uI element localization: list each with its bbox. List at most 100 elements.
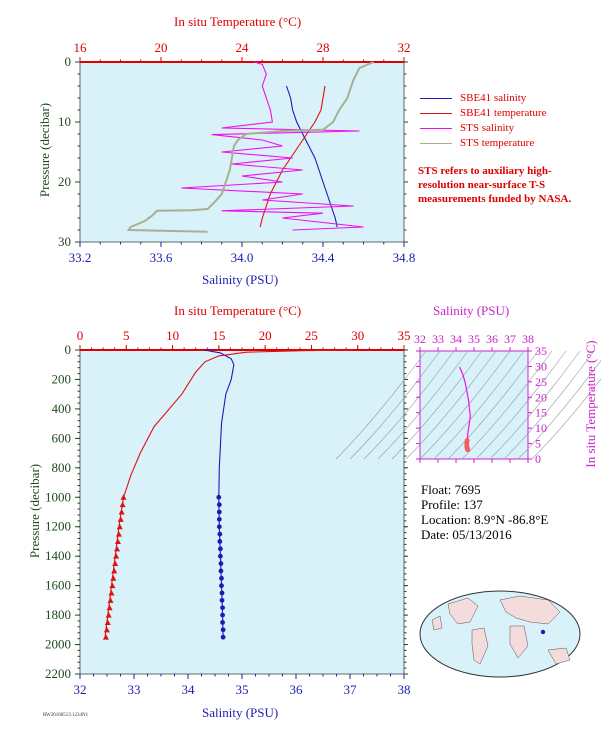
bottom-chart-salinity-marker bbox=[216, 524, 222, 530]
top-chart-temperature-axis-label: In situ Temperature (°C) bbox=[174, 14, 302, 29]
world-map-landmass bbox=[471, 627, 489, 665]
inset-y-tick-label: 35 bbox=[535, 344, 547, 358]
bottom-chart-salinity-tick-label: 32 bbox=[74, 682, 87, 697]
bottom-chart-salinity-marker bbox=[217, 539, 223, 544]
inset-density-contour bbox=[363, 350, 455, 460]
inset-x-tick-label: 35 bbox=[468, 332, 480, 346]
bottom-chart-temperature-marker bbox=[119, 501, 126, 508]
bottom-chart-pressure-tick-label: 0 bbox=[65, 342, 72, 357]
footer-tag: RW20160513.1234N1 bbox=[43, 713, 89, 718]
top-chart-pressure-tick-label: 20 bbox=[58, 174, 71, 189]
bottom-chart-salinity-marker bbox=[217, 531, 223, 537]
bottom-chart-series-sbe41-salinity bbox=[204, 349, 235, 638]
float-number: Float: 7695 bbox=[421, 482, 481, 497]
bottom-chart-temperature-marker bbox=[111, 567, 118, 574]
bottom-chart-plot-area bbox=[79, 349, 405, 675]
legend-label: STS salinity bbox=[460, 122, 515, 134]
inset-x-tick-label: 33 bbox=[432, 332, 444, 346]
bottom-chart-temperature-marker bbox=[120, 494, 127, 500]
bottom-chart-temperature-marker bbox=[108, 590, 115, 596]
bottom-chart-salinity-marker bbox=[216, 494, 222, 500]
inset-density-contour bbox=[461, 350, 553, 460]
top-chart-plot-area bbox=[79, 61, 405, 243]
inset-density-contour bbox=[391, 350, 483, 460]
bottom-chart-pressure-tick-label: 1400 bbox=[45, 548, 71, 563]
sts-note: STS refers to auxiliary high-resolution … bbox=[418, 165, 572, 205]
legend-item-sbe41-temperature: SBE41 temperature bbox=[420, 107, 546, 119]
bottom-chart-salinity-marker bbox=[218, 546, 223, 552]
bottom-chart-salinity-marker bbox=[220, 612, 225, 618]
inset-salinity-axis-label: Salinity (PSU) bbox=[433, 303, 510, 318]
profile-number: Profile: 137 bbox=[421, 497, 483, 512]
inset-x-tick-label: 32 bbox=[414, 332, 426, 346]
bottom-chart-temperature-axis-label: In situ Temperature (°C) bbox=[174, 303, 302, 318]
bottom-chart-pressure-tick-label: 2000 bbox=[45, 637, 71, 652]
top-chart-salinity-tick-label: 34.0 bbox=[231, 250, 254, 265]
inset-temperature-axis-label: In situ Temperature (°C) bbox=[583, 340, 598, 468]
bottom-chart-temperature-marker bbox=[114, 545, 121, 552]
top-chart-salinity-axis-label: Salinity (PSU) bbox=[202, 272, 279, 287]
bottom-chart-salinity-marker bbox=[220, 620, 225, 625]
bottom-chart-salinity-marker bbox=[218, 568, 224, 574]
legend-swatch bbox=[420, 127, 452, 129]
top-chart-salinity-tick-label: 34.4 bbox=[312, 250, 335, 265]
inset-x-tick-label: 38 bbox=[522, 332, 534, 346]
bottom-chart-salinity-marker bbox=[220, 634, 226, 640]
bottom-chart-pressure-tick-label: 1200 bbox=[45, 519, 71, 534]
inset-density-contour bbox=[405, 350, 497, 460]
world-map-landmass bbox=[431, 615, 443, 631]
profile-date: Date: 05/13/2016 bbox=[421, 527, 512, 542]
float-location: Location: 8.9°N -86.8°E bbox=[421, 512, 549, 527]
inset-density-contour bbox=[335, 350, 427, 460]
bottom-chart-temperature-tick-label: 20 bbox=[259, 328, 272, 343]
inset-density-contour bbox=[503, 350, 595, 460]
inset-y-tick-label: 10 bbox=[535, 421, 547, 435]
legend-item-sts-temperature: STS temperature bbox=[420, 137, 534, 149]
bottom-chart-pressure-tick-label: 1800 bbox=[45, 607, 71, 622]
inset-x-tick-label: 34 bbox=[450, 332, 462, 346]
legend-item-sts-salinity: STS salinity bbox=[420, 122, 514, 134]
bottom-chart-salinity-marker bbox=[219, 590, 225, 596]
bottom-chart-temperature-marker bbox=[103, 626, 110, 633]
bottom-chart-temperature-tick-label: 25 bbox=[305, 328, 318, 343]
bottom-chart-temperature-marker bbox=[114, 538, 121, 544]
bottom-chart-salinity-tick-label: 35 bbox=[236, 682, 249, 697]
bottom-chart-temperature-tick-label: 35 bbox=[398, 328, 411, 343]
inset-density-contour bbox=[419, 350, 511, 460]
top-chart-temperature-tick-label: 20 bbox=[155, 40, 168, 55]
bottom-chart-salinity-marker bbox=[219, 597, 225, 603]
float-location-marker bbox=[540, 629, 546, 635]
inset-y-tick-label: 0 bbox=[535, 452, 541, 466]
bottom-chart-temperature-tick-label: 0 bbox=[77, 328, 84, 343]
bottom-chart-salinity-marker bbox=[216, 509, 222, 515]
legend-swatch bbox=[420, 142, 452, 144]
bottom-chart-temperature-marker bbox=[106, 604, 113, 611]
bottom-chart-temperature-marker bbox=[112, 560, 119, 567]
legend-label: STS temperature bbox=[460, 137, 535, 149]
top-chart-pressure-tick-label: 0 bbox=[65, 54, 72, 69]
bottom-chart-salinity-tick-label: 36 bbox=[290, 682, 304, 697]
top-chart-series-sbe41-salinity bbox=[285, 85, 338, 228]
world-map-landmass bbox=[509, 625, 529, 659]
bottom-chart-pressure-tick-label: 1000 bbox=[45, 489, 71, 504]
bottom-chart-temperature-tick-label: 10 bbox=[166, 328, 179, 343]
inset-y-tick-label: 30 bbox=[535, 359, 547, 373]
inset-y-tick-label: 20 bbox=[535, 390, 547, 404]
bottom-chart-pressure-tick-label: 400 bbox=[52, 401, 72, 416]
bottom-chart-salinity-marker bbox=[220, 605, 225, 611]
bottom-chart-temperature-marker bbox=[105, 612, 112, 618]
bottom-chart-temperature-marker bbox=[118, 509, 125, 515]
legend-label: SBE41 salinity bbox=[460, 92, 527, 104]
top-chart-salinity-tick-label: 33.6 bbox=[150, 250, 173, 265]
inset-x-tick-label: 37 bbox=[504, 332, 516, 346]
bottom-chart-temperature-marker bbox=[117, 516, 124, 522]
top-chart-salinity-tick-label: 34.8 bbox=[393, 250, 416, 265]
bottom-chart-temperature-tick-label: 15 bbox=[212, 328, 225, 343]
bottom-chart-salinity-marker bbox=[218, 561, 224, 566]
world-map-landmass bbox=[499, 595, 561, 625]
top-chart-temperature-tick-label: 28 bbox=[317, 40, 330, 55]
inset-y-tick-label: 25 bbox=[535, 375, 547, 389]
inset-density-contour bbox=[517, 359, 601, 460]
top-chart-salinity-tick-label: 33.2 bbox=[69, 250, 92, 265]
